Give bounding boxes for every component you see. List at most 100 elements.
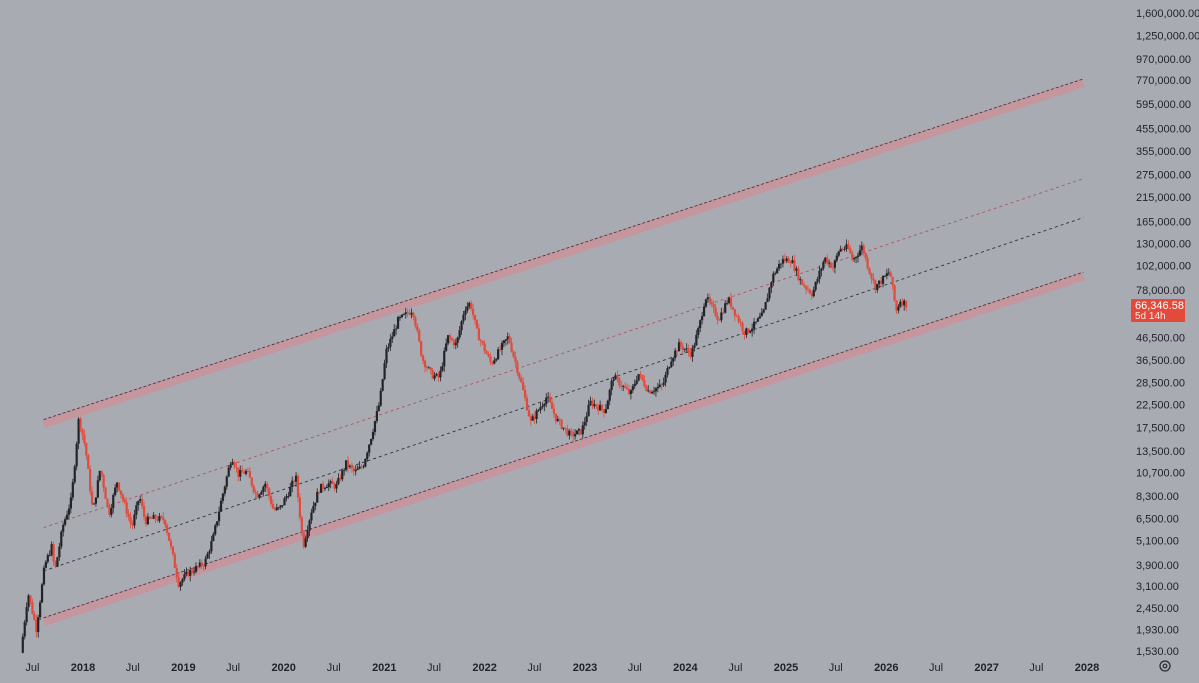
candle	[454, 338, 457, 350]
candle	[856, 252, 860, 263]
candle	[637, 373, 640, 382]
candle	[31, 598, 34, 615]
candle	[248, 467, 251, 478]
candle	[256, 490, 259, 499]
candle	[225, 475, 228, 490]
candle	[285, 493, 288, 502]
candle	[293, 479, 296, 484]
candle	[346, 455, 350, 473]
gear-icon[interactable]	[1158, 659, 1172, 673]
candle	[589, 396, 592, 407]
candle	[704, 298, 708, 309]
time-tick-label: Jul	[427, 662, 441, 674]
candle	[144, 514, 148, 527]
candle	[343, 468, 346, 476]
candle	[354, 465, 357, 476]
candle	[154, 513, 157, 524]
candle	[641, 374, 644, 382]
candle	[237, 467, 240, 482]
candle	[772, 271, 775, 287]
candle	[331, 477, 334, 484]
candle	[114, 484, 117, 497]
candle	[776, 266, 779, 274]
candle	[191, 567, 194, 574]
candle	[173, 551, 176, 568]
candle	[158, 512, 161, 523]
candle	[854, 256, 858, 264]
candle	[697, 326, 700, 339]
candle	[44, 560, 47, 569]
candle	[385, 344, 388, 369]
candle	[901, 298, 904, 307]
candle	[108, 503, 111, 518]
candle	[229, 461, 232, 471]
candle	[260, 490, 263, 496]
candle	[271, 499, 275, 510]
candle	[283, 496, 286, 506]
candle	[121, 492, 124, 503]
candle	[393, 323, 396, 337]
candle	[702, 303, 706, 317]
candle	[633, 379, 636, 389]
candle	[487, 351, 490, 358]
candle	[204, 555, 207, 570]
price-tick-label: 770,000.00	[1136, 75, 1191, 87]
candle	[618, 376, 621, 389]
candle	[625, 383, 629, 390]
candle	[543, 402, 546, 412]
candle	[387, 343, 390, 352]
candle	[779, 263, 783, 269]
candle	[304, 535, 307, 549]
candle	[462, 310, 465, 325]
candle	[398, 315, 402, 321]
candle	[468, 301, 471, 309]
candle	[321, 480, 325, 492]
candle	[40, 582, 44, 604]
candle	[464, 306, 467, 321]
candle	[481, 340, 484, 346]
candle	[722, 307, 725, 315]
candle	[831, 262, 835, 272]
candle	[437, 371, 440, 383]
candle	[135, 501, 138, 520]
candle	[217, 506, 221, 526]
candle	[731, 306, 735, 311]
candle	[572, 429, 575, 442]
candle	[881, 275, 885, 288]
candle	[344, 460, 348, 472]
candle	[115, 482, 119, 493]
candle	[448, 333, 452, 344]
candle	[54, 560, 57, 568]
candle	[770, 281, 773, 294]
candle	[860, 241, 863, 256]
candle	[558, 417, 561, 426]
candle	[554, 413, 557, 425]
price-axis[interactable]: 1,600,000.00 1,250,000.00 970,000.00 770,00…	[1136, 8, 1199, 658]
last-price-value: 66,346.58	[1135, 300, 1184, 312]
candle	[612, 377, 615, 387]
candle	[472, 303, 475, 320]
candle	[887, 268, 890, 276]
candle	[152, 512, 155, 519]
candle	[495, 357, 498, 362]
median-channel-line	[43, 217, 1084, 572]
candle	[599, 400, 602, 411]
price-tick-label: 102,000.00	[1136, 261, 1191, 273]
candle	[627, 384, 631, 396]
candle	[883, 275, 887, 277]
time-axis[interactable]: Jul 2018 Jul 2019 Jul 2020 Jul 2021 Jul 2022 Jul 20…	[25, 662, 1099, 674]
candle	[783, 253, 786, 264]
price-tick-label: 595,000.00	[1136, 99, 1191, 111]
candle	[418, 328, 421, 343]
candle	[306, 525, 309, 542]
candle	[841, 247, 844, 252]
candle	[323, 486, 327, 491]
candle	[751, 323, 754, 337]
candle	[171, 545, 174, 557]
candle	[335, 480, 338, 493]
time-tick-label: Jul	[829, 662, 843, 674]
candle	[497, 346, 500, 361]
price-tick-label: 1,530.00	[1136, 646, 1179, 658]
